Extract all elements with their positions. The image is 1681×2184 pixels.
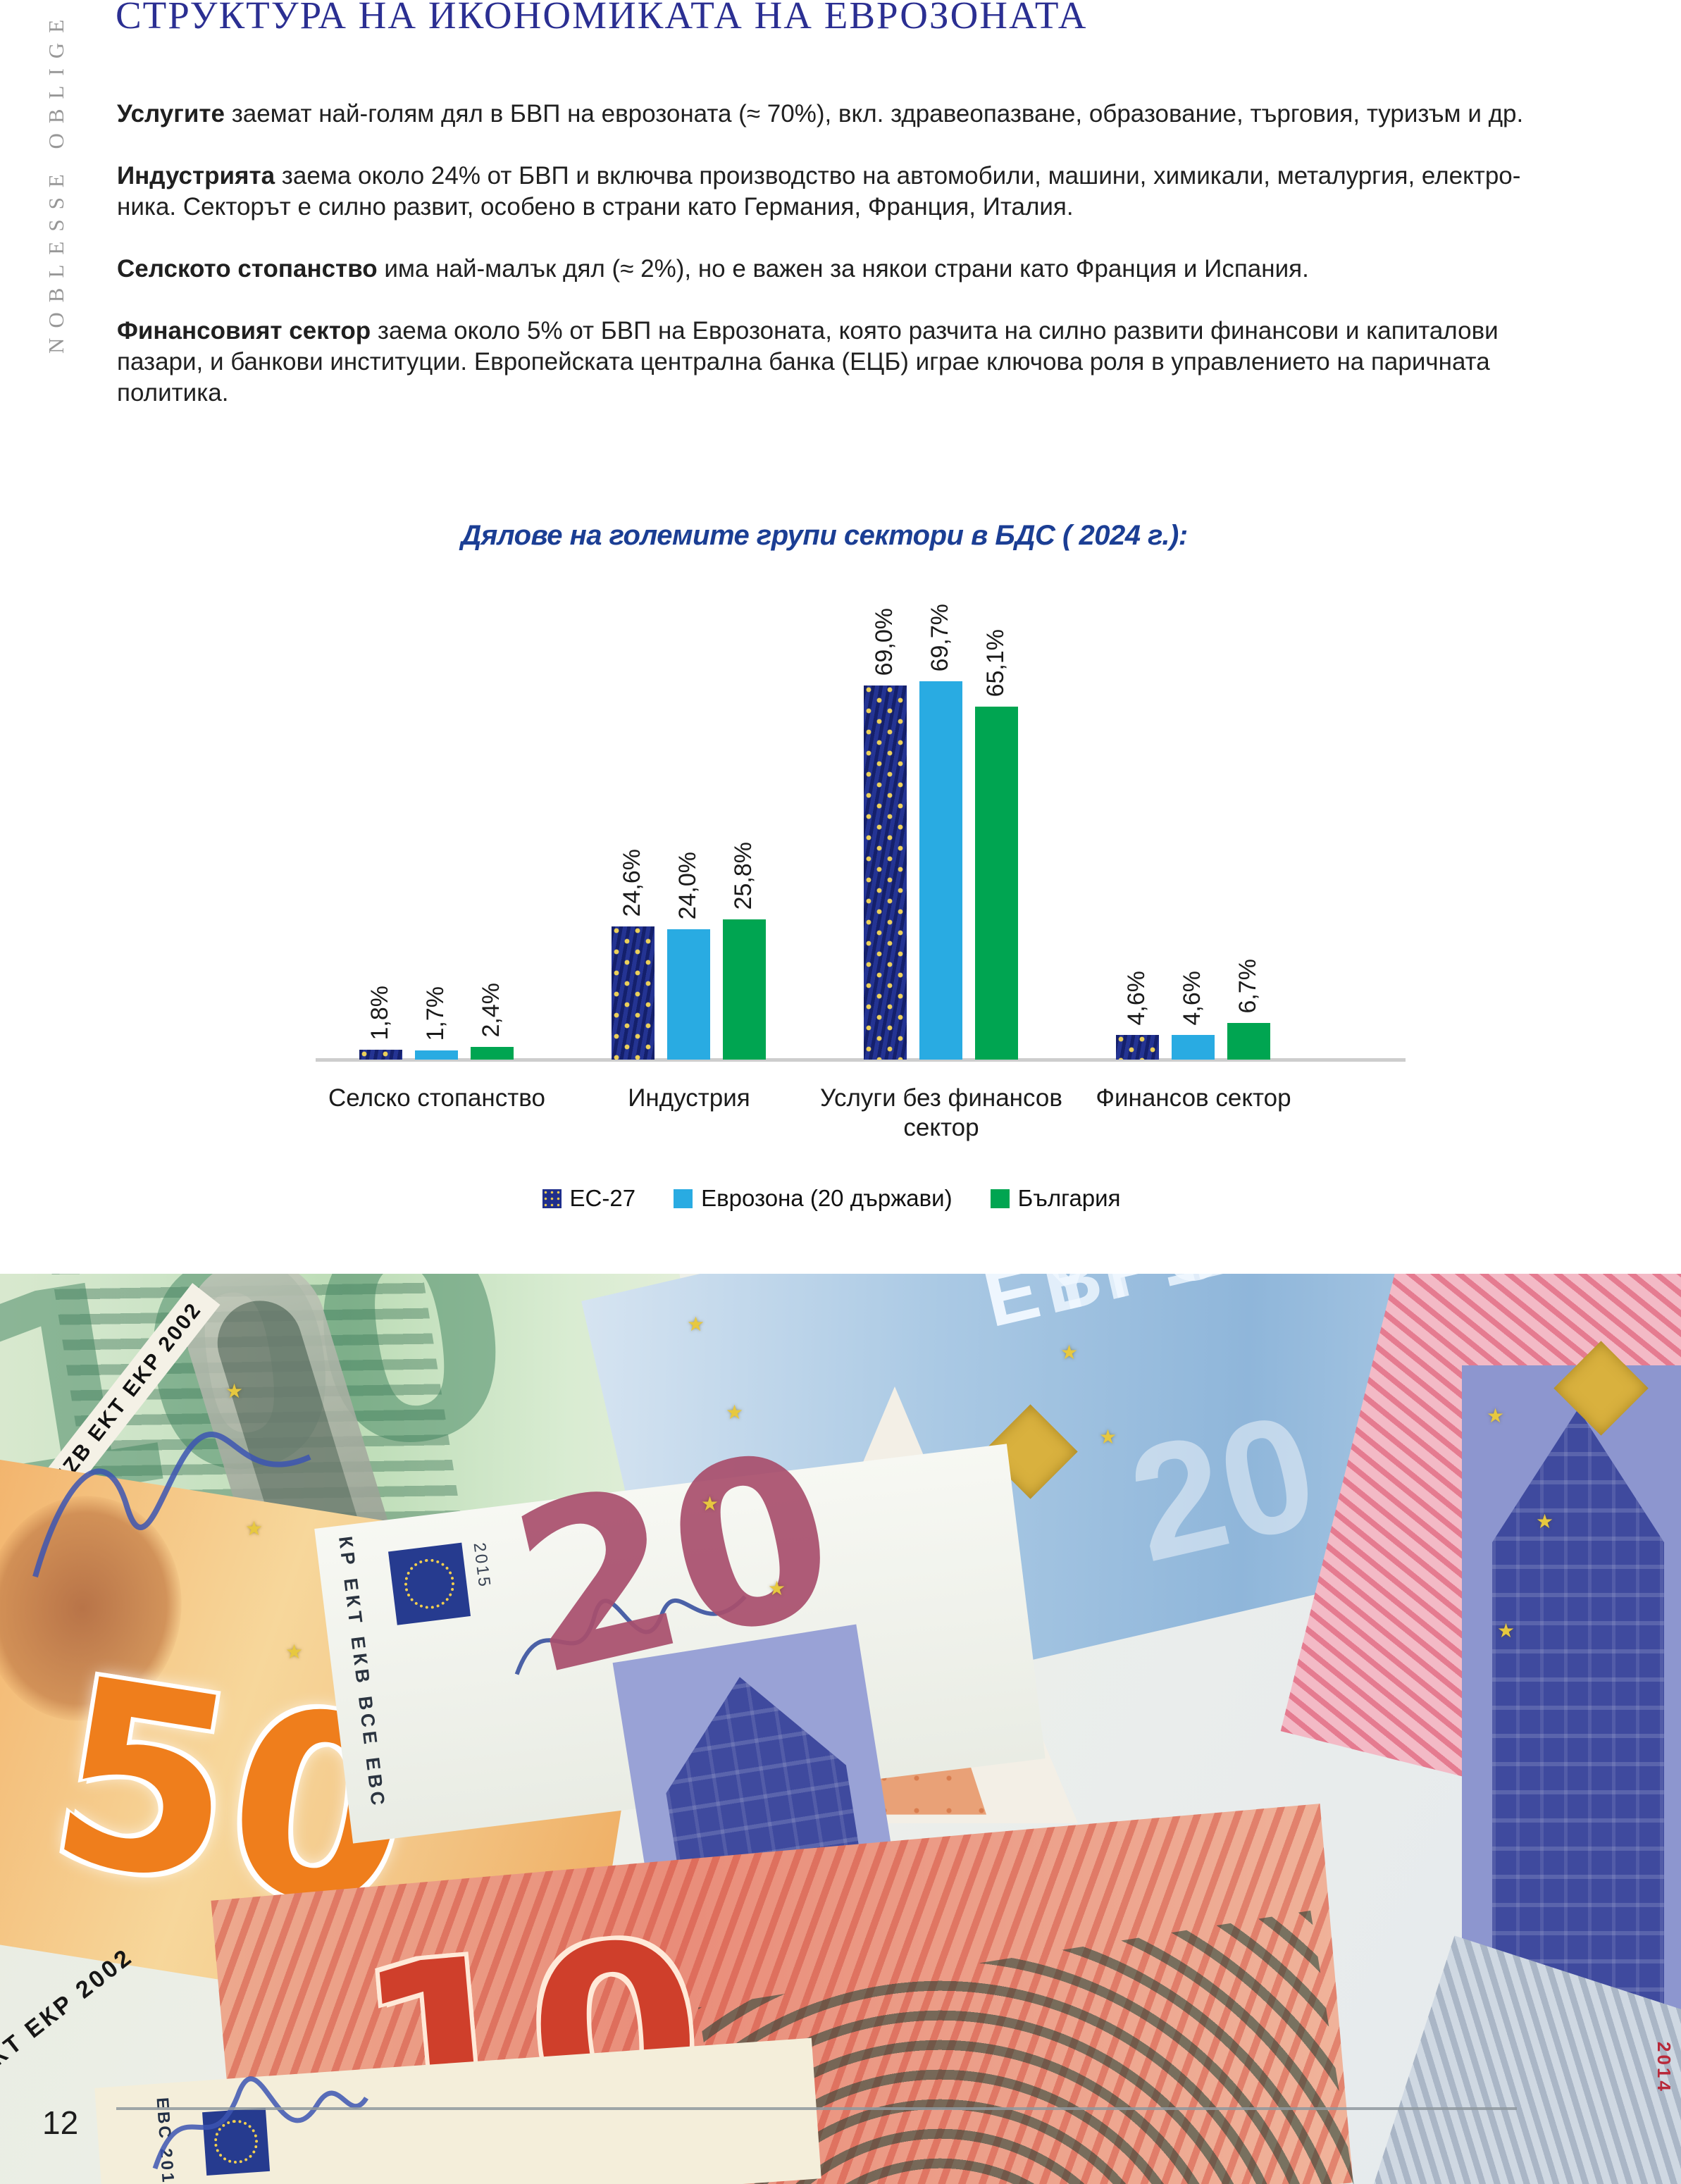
category-label: Селско стопанство	[328, 1084, 545, 1112]
chart-title: Дялове на големите групи сектори в БДС (…	[461, 520, 1188, 551]
legend-item: България	[990, 1185, 1121, 1212]
eu-flag-icon	[388, 1542, 471, 1625]
paragraph-lead: Индустрията	[117, 162, 275, 190]
star-icon: ★	[701, 1493, 719, 1515]
legend-label: България	[1017, 1185, 1121, 1211]
banknote-20-watermark: 20	[1115, 1379, 1332, 1596]
body-text: Услугите заемат най-голям дял в БВП на е…	[117, 99, 1618, 440]
star-icon: ★	[1060, 1341, 1079, 1363]
legend-swatch	[990, 1189, 1010, 1208]
bar-България-Финансов сектор	[1227, 1023, 1270, 1060]
bar-value-label: 24,6%	[619, 848, 645, 917]
star-icon: ★	[1497, 1620, 1515, 1642]
paragraph-line: пазари, и банкови институции. Европейска…	[117, 348, 1490, 376]
star-icon: ★	[245, 1518, 263, 1539]
bar-value-label: 4,6%	[1123, 970, 1150, 1026]
bar-ЕС-27-Индустрия	[612, 926, 655, 1060]
footer-rule	[116, 2107, 1517, 2110]
category-label: Финансов сектор	[1096, 1084, 1291, 1112]
paragraph-line: има най-малък дял (≈ 2%), но е важен за …	[377, 255, 1309, 283]
bar-Еврозона (20 държави)-Финансов сектор	[1172, 1035, 1215, 1060]
category-label: Услуги без финансов сектор	[820, 1084, 1062, 1141]
bar-Еврозона (20 държави)-Индустрия	[667, 929, 710, 1060]
legend-item: ЕС-27	[542, 1185, 636, 1212]
bar-Еврозона (20 държави)-Услуги без финансов сектор	[919, 681, 962, 1060]
bar-value-label: 1,7%	[422, 986, 449, 1041]
bar-value-label: 24,0%	[674, 851, 701, 919]
paragraph-line: ника. Секторът е силно развит, особено в…	[117, 193, 1074, 221]
paragraph-line: заема около 24% от БВП и включва произво…	[275, 162, 1521, 190]
bar-България-Услуги без финансов сектор	[975, 707, 1018, 1060]
legend-label: Еврозона (20 държави)	[701, 1185, 953, 1211]
legend-swatch	[542, 1189, 562, 1208]
signature-scribble	[514, 1595, 747, 1675]
star-icon: ★	[1487, 1405, 1505, 1427]
chart-legend: ЕС-27 Еврозона (20 държави) България	[303, 1185, 1360, 1212]
paragraph-lead: Финансовият сектор	[117, 317, 371, 345]
bar-value-label: 4,6%	[1179, 970, 1205, 1026]
bar-value-label: 69,0%	[871, 607, 898, 676]
star-icon: ★	[1536, 1510, 1554, 1532]
banknote-year-right: 2014	[1654, 2042, 1675, 2094]
signature-scribble	[152, 2076, 368, 2170]
star-icon: ★	[726, 1401, 744, 1423]
star-icon: ★	[687, 1313, 705, 1335]
paragraph-line: заемат най-голям дял в БВП на еврозоната…	[224, 100, 1524, 128]
star-icon: ★	[285, 1641, 304, 1663]
paragraph-lead: Услугите	[117, 100, 225, 128]
legend-label: ЕС-27	[569, 1185, 636, 1211]
bar-value-label: 1,8%	[366, 985, 393, 1041]
legend-swatch	[674, 1189, 693, 1208]
bar-value-label: 2,4%	[478, 982, 504, 1038]
euro-banknotes-photo: 100 CB EZB EKT EKP 2002 EYPΩ ЕВРО 20 50	[0, 1274, 1681, 2184]
bar-България-Индустрия	[723, 919, 766, 1060]
star-icon: ★	[768, 1577, 786, 1599]
legend-item: Еврозона (20 държави)	[674, 1185, 953, 1212]
banknote-serial-bottom: ЕКТ ЕКР 2002	[0, 1942, 139, 2083]
paragraph: Финансовият сектор заема около 5% от БВП…	[117, 316, 1618, 409]
bar-България-Селско стопанство	[471, 1047, 514, 1060]
bar-ЕС-27-Услуги без финансов сектор	[864, 685, 907, 1060]
star-circle	[401, 1556, 458, 1612]
banknote-year: 2015	[469, 1541, 495, 1590]
star-icon: ★	[1099, 1426, 1117, 1448]
euro-word-cyrillic: ЕВРО	[976, 1274, 1241, 1344]
x-axis-line	[316, 1058, 1406, 1062]
paragraph-line: политика.	[117, 379, 229, 407]
bar-value-label: 25,8%	[730, 841, 757, 910]
bar-ЕС-27-Финансов сектор	[1116, 1035, 1159, 1060]
gothic-arch	[1491, 1408, 1665, 2077]
star-icon: ★	[225, 1380, 244, 1402]
paragraph: Индустрията заема около 24% от БВП и вкл…	[117, 161, 1618, 223]
banknote-20-white: КР ЕКТ ЕКВ ВСЕ ЕВС 2015	[314, 1444, 1046, 1844]
page-title: СТРУКТУРА НА ИКОНОМИКАТА НА ЕВРОЗОНАТА	[116, 0, 1088, 37]
category-label: Индустрия	[628, 1084, 750, 1112]
paragraph: Услугите заемат най-голям дял в БВП на е…	[117, 99, 1618, 130]
paragraph-lead: Селското стопанство	[117, 255, 378, 283]
signature-scribble	[32, 1432, 311, 1578]
bar-value-label: 69,7%	[926, 603, 953, 671]
paragraph-line: заема около 5% от БВП на Еврозоната, коя…	[371, 317, 1499, 345]
bar-value-label: 65,1%	[982, 628, 1009, 697]
bar-ЕС-27-Селско стопанство	[359, 1050, 402, 1060]
bar-value-label: 6,7%	[1234, 958, 1261, 1014]
bar-Еврозона (20 държави)-Селско стопанство	[415, 1050, 458, 1060]
paragraph: Селското стопанство има най-малък дял (≈…	[117, 254, 1618, 285]
page-number: 12	[42, 2104, 79, 2141]
